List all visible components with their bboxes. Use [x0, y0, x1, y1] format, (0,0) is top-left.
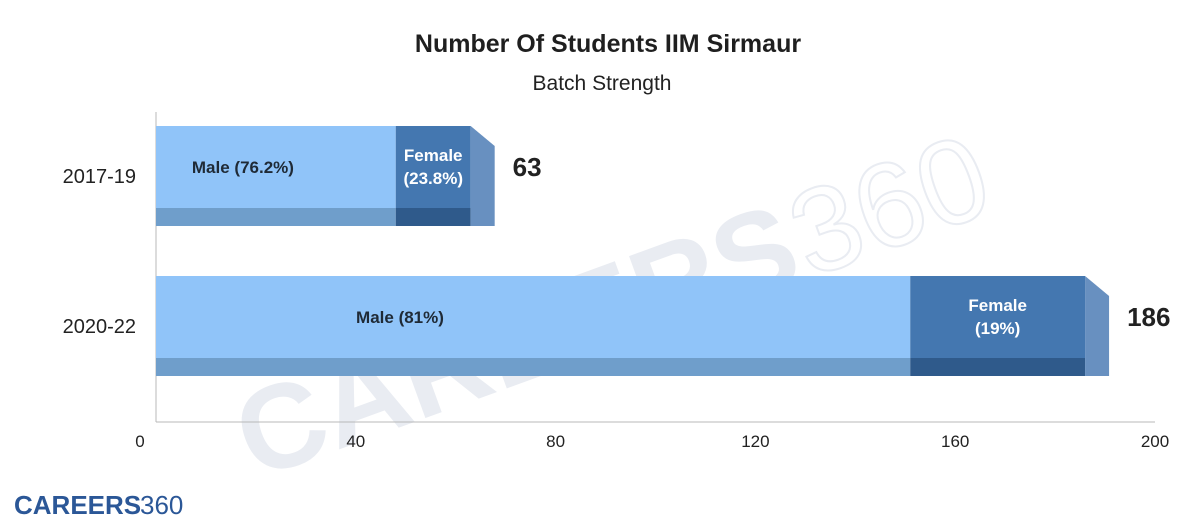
category-label: 2020-22 [63, 316, 136, 338]
axes: 0 40 80 120 160 200 [135, 112, 1169, 451]
total-label: 63 [513, 152, 542, 182]
segment-label: Male (76.2%) [192, 158, 294, 177]
chart-title: Number Of Students IIM Sirmaur [415, 30, 801, 58]
bar-segment-base [910, 358, 1086, 376]
bars: 2017-19 Male (76.2%) Female (23.8%) 63 2020-2… [63, 126, 1170, 376]
bar-segment-base [395, 208, 471, 226]
x-tick-label: 200 [1141, 432, 1169, 451]
total-label: 186 [1127, 302, 1170, 332]
bar-segment-base [156, 358, 911, 376]
watermark-number: 360 [772, 108, 1006, 302]
bar-group: 2017-19 Male (76.2%) Female (23.8%) 63 [63, 126, 542, 226]
brand-logo-number: 360 [140, 490, 183, 520]
x-tick-label: 120 [741, 432, 769, 451]
bar-segment [910, 276, 1086, 358]
x-tick-label: 80 [546, 432, 565, 451]
segment-label: Female (19%) [968, 296, 1027, 338]
brand-logo: CAREERS 360 [14, 490, 183, 520]
x-tick-label: 160 [941, 432, 969, 451]
x-tick-label: 0 [135, 432, 144, 451]
bar-segment [156, 126, 396, 208]
x-tick-label: 40 [346, 432, 365, 451]
bar-end-face [1085, 276, 1110, 376]
bar-segment-base [156, 208, 396, 226]
bar-group: 2020-22 Male (81%) Female (19%) 186 [63, 276, 1170, 376]
bar-segment [395, 126, 471, 208]
segment-label: Female (23.8%) [403, 146, 463, 188]
segment-label: Male (81%) [356, 308, 444, 327]
bar-end-face [470, 126, 495, 226]
chart-subtitle: Batch Strength [533, 72, 672, 95]
category-label: 2017-19 [63, 166, 136, 188]
brand-logo-text: CAREERS [14, 490, 141, 520]
bar-segment [156, 276, 911, 358]
